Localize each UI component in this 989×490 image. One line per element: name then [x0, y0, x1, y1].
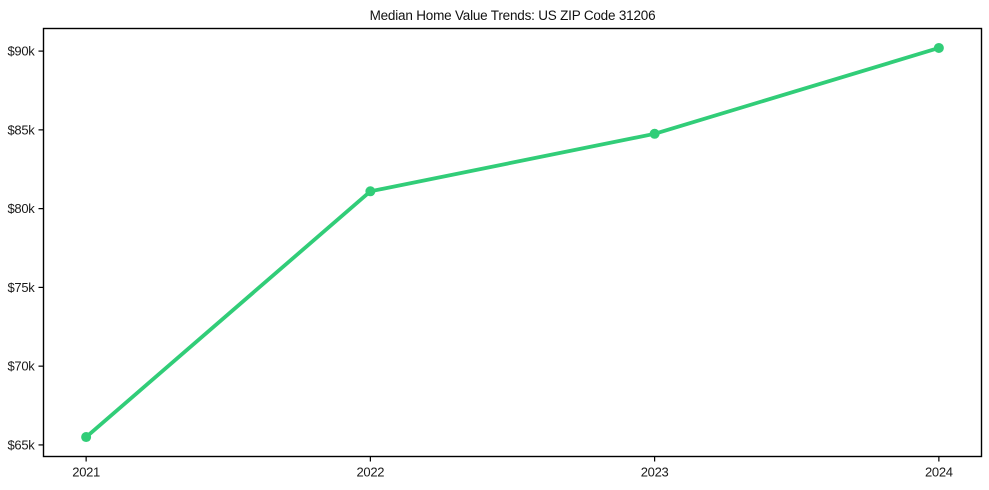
y-axis-tick-label: $90k: [8, 44, 36, 59]
y-axis-tick-label: $85k: [8, 122, 36, 137]
y-axis-tick-label: $80k: [8, 201, 36, 216]
x-axis-tick-label: 2022: [357, 465, 385, 480]
chart-title: Median Home Value Trends: US ZIP Code 31…: [369, 8, 656, 23]
data-point-marker: [649, 128, 660, 139]
x-axis-tick-label: 2024: [925, 465, 953, 480]
data-point-marker: [365, 186, 376, 197]
data-point-marker: [933, 42, 944, 53]
plot-border: [42, 27, 983, 458]
y-axis-tick-label: $65k: [8, 437, 36, 452]
y-axis-tick-label: $75k: [8, 280, 36, 295]
x-axis-tick-label: 2023: [641, 465, 669, 480]
x-axis-tick-label: 2021: [72, 465, 100, 480]
data-line: [84, 46, 941, 439]
data-point-marker: [81, 432, 92, 443]
y-axis-tick-label: $70k: [8, 359, 36, 374]
